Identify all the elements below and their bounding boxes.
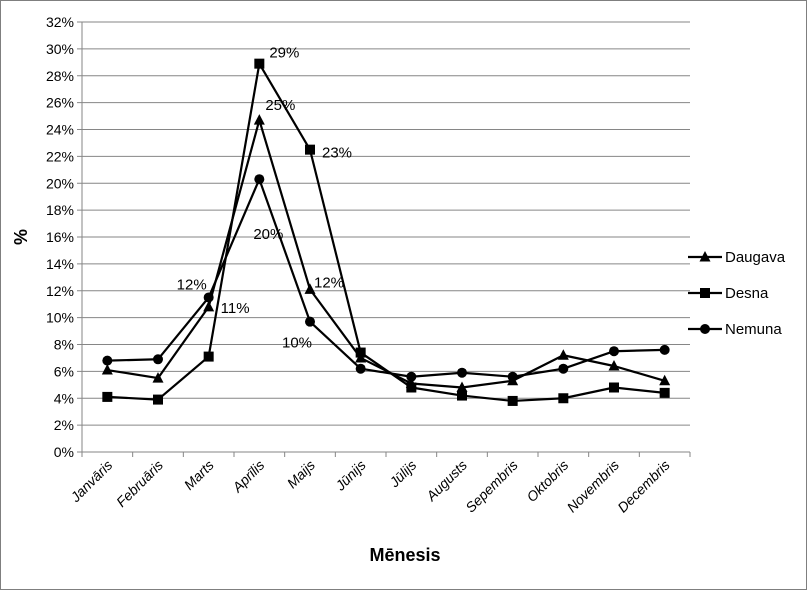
data-point-nemuna <box>102 355 113 366</box>
data-point-nemuna <box>507 371 518 382</box>
y-tick-label: 26% <box>46 95 74 111</box>
y-tick-label: 6% <box>54 363 74 379</box>
x-tick-label: Februāris <box>113 457 166 510</box>
series-line-nemuna <box>107 178 665 378</box>
data-point-nemuna <box>406 371 417 382</box>
data-point-desna <box>406 382 417 393</box>
data-point-desna <box>102 391 113 402</box>
y-tick-label: 14% <box>46 256 74 272</box>
series-lines <box>107 62 665 403</box>
legend-marker <box>699 251 711 262</box>
x-tick-label: Marts <box>181 457 217 493</box>
data-point-desna <box>507 395 518 406</box>
data-point-desna <box>153 394 163 405</box>
data-point-nemuna <box>659 344 670 355</box>
data-label: 25% <box>265 97 295 114</box>
data-label: 10% <box>282 335 312 352</box>
data-point-nemuna <box>153 354 163 365</box>
x-tick-label: Sepembris <box>462 457 521 516</box>
data-label: 23% <box>322 145 352 162</box>
legend-label: Desna <box>725 285 769 302</box>
y-tick-label: 4% <box>54 390 74 406</box>
data-point-desna <box>609 382 619 393</box>
x-tick-label: Novembris <box>563 457 622 516</box>
data-point-nemuna <box>355 363 366 374</box>
y-tick-label: 28% <box>46 68 74 84</box>
legend-item-daugava: Daugava <box>688 249 786 266</box>
legend: Daugava Desna Nemuna <box>688 249 786 338</box>
data-label: 20% <box>253 226 283 243</box>
x-tick-label: Jūlijs <box>385 457 419 491</box>
x-tick-label: Oktobris <box>523 457 571 505</box>
data-point-desna <box>203 351 214 362</box>
data-point-daugava <box>456 381 468 392</box>
data-label: 12% <box>177 276 207 293</box>
x-tick-label: Jūnijs <box>331 457 368 494</box>
data-point-desna <box>457 390 467 401</box>
series-line-daugava <box>107 118 665 389</box>
x-tick-label: Decembris <box>614 457 673 516</box>
y-tick-label: 18% <box>46 202 74 218</box>
y-tick-label: 32% <box>46 14 74 30</box>
data-point-nemuna <box>609 346 619 357</box>
data-point-daugava <box>152 372 164 383</box>
legend-marker <box>700 324 710 334</box>
data-point-nemuna <box>254 174 265 185</box>
y-tick-label: 2% <box>54 417 74 433</box>
axes <box>81 22 690 453</box>
data-point-daugava <box>203 300 215 312</box>
legend-label: Daugava <box>725 249 786 266</box>
legend-label: Nemuna <box>725 321 782 338</box>
legend-item-nemuna: Nemuna <box>688 321 782 338</box>
y-axis-ticks: 0% 2% 4% 6% 8% 10% 12% 14% 16% 18% 20% 22% 24% 26% 28%… <box>46 14 82 460</box>
y-tick-label: 10% <box>46 310 74 326</box>
y-tick-label: 22% <box>46 148 74 164</box>
data-label: 11% <box>221 300 250 317</box>
y-tick-label: 12% <box>46 283 74 299</box>
x-axis-title: Mēnesis <box>369 545 440 565</box>
data-point-nemuna <box>203 292 214 303</box>
data-point-daugava <box>659 374 671 386</box>
data-point-daugava <box>608 360 620 371</box>
data-point-daugava <box>253 114 265 125</box>
x-tick-label: Janvāris <box>67 457 116 506</box>
series-markers <box>101 58 671 406</box>
data-point-desna <box>355 347 366 358</box>
y-tick-label: 16% <box>46 229 74 245</box>
legend-marker <box>700 288 710 298</box>
data-label: 12% <box>314 274 344 291</box>
x-tick-label: Augusts <box>422 457 470 505</box>
y-tick-label: 8% <box>54 337 74 353</box>
data-point-daugava <box>101 364 113 375</box>
data-label: 29% <box>269 45 299 62</box>
y-tick-label: 24% <box>46 122 74 138</box>
data-point-desna <box>558 393 569 404</box>
data-point-daugava <box>557 349 569 360</box>
series-line-desna <box>107 62 665 403</box>
y-tick-label: 0% <box>54 444 74 460</box>
x-tick-label: Maijs <box>284 457 318 491</box>
legend-item-desna: Desna <box>688 285 769 302</box>
data-point-daugava <box>304 283 316 294</box>
x-tick-label: Aprīlis <box>228 457 267 496</box>
data-point-nemuna <box>305 316 315 327</box>
data-point-nemuna <box>457 367 467 378</box>
y-tick-label: 20% <box>46 175 74 191</box>
y-tick-label: 30% <box>46 41 74 57</box>
data-point-desna <box>659 387 670 398</box>
data-point-desna <box>254 58 265 69</box>
data-labels: 29% 25% 20% 23% 12% 10% 12% 11% <box>177 45 352 352</box>
data-point-nemuna <box>558 363 569 374</box>
data-point-desna <box>305 144 315 155</box>
y-axis-title: % <box>11 229 31 245</box>
